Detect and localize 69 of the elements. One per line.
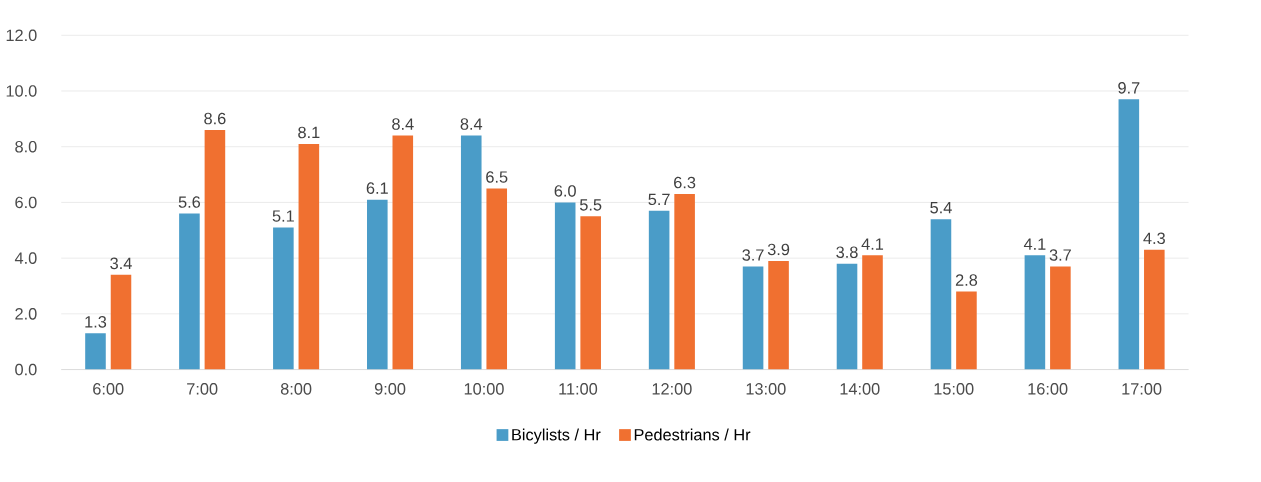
y-tick-label: 4.0 bbox=[14, 252, 37, 264]
data-label: 3.7 bbox=[1049, 249, 1071, 261]
data-label: 4.3 bbox=[1143, 232, 1165, 244]
bar bbox=[179, 213, 200, 370]
data-label: 8.6 bbox=[204, 112, 226, 125]
x-tick-label: 16:00 bbox=[1028, 382, 1068, 395]
x-tick-label: 10:00 bbox=[464, 382, 504, 395]
bar bbox=[392, 135, 414, 370]
y-tick-label: 8.0 bbox=[15, 140, 37, 153]
data-label: 6.1 bbox=[366, 182, 388, 194]
bar bbox=[1050, 266, 1071, 370]
x-tick-label: 14:00 bbox=[840, 382, 880, 395]
bar bbox=[1024, 255, 1046, 370]
x-tick-label: 8:00 bbox=[280, 382, 312, 395]
data-label: 8.4 bbox=[460, 118, 483, 130]
y-tick-label: 0.0 bbox=[15, 363, 37, 376]
y-tick-label: 12.0 bbox=[6, 29, 37, 41]
data-label: 8.4 bbox=[392, 118, 414, 130]
bar bbox=[554, 202, 576, 370]
data-label: 6.5 bbox=[486, 171, 508, 183]
legend-label: Bicylists / Hr bbox=[512, 428, 601, 444]
x-tick-label: 7:00 bbox=[187, 382, 218, 395]
bar bbox=[862, 255, 883, 370]
bar bbox=[1144, 249, 1165, 370]
data-label: 5.5 bbox=[579, 199, 602, 211]
bar bbox=[298, 143, 320, 370]
x-tick-label: 15:00 bbox=[934, 382, 974, 395]
data-label: 6.3 bbox=[674, 176, 696, 189]
data-label: 4.1 bbox=[861, 238, 884, 250]
bar bbox=[204, 129, 226, 370]
data-label: 3.7 bbox=[742, 249, 764, 261]
y-tick-label: 2.0 bbox=[15, 307, 37, 320]
x-tick-label: 9:00 bbox=[374, 382, 406, 395]
bar bbox=[956, 291, 977, 370]
x-tick-label: 12:00 bbox=[652, 382, 692, 395]
y-tick-label: 10.0 bbox=[6, 85, 37, 97]
data-label: 2.8 bbox=[955, 274, 978, 286]
bar bbox=[486, 188, 508, 370]
bar bbox=[460, 135, 482, 370]
bar bbox=[836, 263, 858, 370]
bar bbox=[580, 216, 601, 370]
x-tick-label: 17:00 bbox=[1122, 382, 1162, 395]
bar bbox=[110, 274, 132, 370]
data-label: 3.8 bbox=[836, 246, 858, 258]
bar bbox=[674, 193, 695, 370]
bar bbox=[273, 227, 294, 370]
bar bbox=[930, 218, 952, 370]
bar bbox=[85, 333, 106, 370]
bar bbox=[742, 266, 764, 370]
x-tick-label: 11:00 bbox=[559, 382, 598, 395]
data-label: 4.1 bbox=[1023, 238, 1046, 250]
data-label: 3.9 bbox=[767, 243, 790, 256]
x-tick-label: 6:00 bbox=[93, 382, 124, 395]
bar bbox=[1118, 99, 1140, 370]
bar bbox=[367, 199, 388, 370]
bar bbox=[648, 210, 670, 370]
y-tick-label: 6.0 bbox=[15, 196, 37, 209]
data-label: 6.0 bbox=[554, 185, 576, 197]
legend-label: Pedestrians / Hr bbox=[634, 428, 751, 441]
data-label: 5.7 bbox=[648, 193, 670, 205]
data-label: 1.3 bbox=[85, 315, 107, 328]
x-tick-label: 13:00 bbox=[746, 382, 786, 395]
data-label: 5.1 bbox=[272, 210, 294, 222]
data-label: 8.1 bbox=[298, 126, 320, 139]
data-label: 5.4 bbox=[930, 201, 952, 214]
data-label: 3.4 bbox=[110, 257, 132, 269]
data-label: 9.7 bbox=[1118, 81, 1140, 94]
bar bbox=[768, 260, 789, 370]
data-label: 5.6 bbox=[178, 196, 201, 208]
